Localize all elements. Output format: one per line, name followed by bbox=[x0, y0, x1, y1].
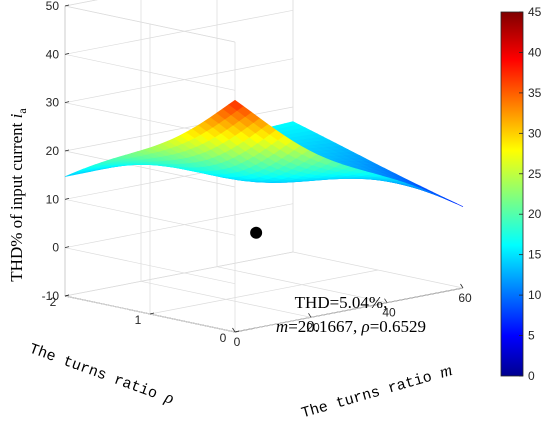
z-tick-mark bbox=[64, 101, 70, 104]
z-axis-label-text: THD% of input current bbox=[7, 118, 26, 281]
z-tick-label: 40 bbox=[46, 47, 60, 61]
colorbar-tick-label: 10 bbox=[528, 288, 542, 302]
z-tick-label: 30 bbox=[46, 96, 60, 110]
x-axis-label-var: m bbox=[437, 360, 454, 382]
grid-line-z bbox=[64, 9, 294, 55]
colorbar-tick-label: 5 bbox=[528, 329, 535, 343]
y-tick-mark bbox=[234, 330, 240, 333]
z-tick-mark bbox=[64, 149, 70, 152]
annotation-m-symbol: m bbox=[276, 317, 288, 336]
annotation-m-value: =20.1667, bbox=[288, 317, 361, 336]
z-tick-label: 20 bbox=[46, 144, 60, 158]
annotation-rho-value: =0.6529 bbox=[370, 317, 426, 336]
annotation-line-1: THD=5.04%, bbox=[295, 293, 388, 312]
grid-line-y bbox=[64, 251, 294, 297]
minimum-point-marker bbox=[250, 226, 263, 239]
grid-line-z bbox=[64, 203, 294, 249]
x-axis-label-text: The turns ratio bbox=[300, 366, 443, 422]
colorbar-tick-label: 25 bbox=[528, 167, 542, 181]
colorbar: 0 5 10 15 20 25 30 35 40 45 bbox=[500, 5, 542, 383]
x-tick-mark bbox=[384, 298, 388, 303]
x-tick-label: 0 bbox=[234, 335, 241, 349]
grid-line-z bbox=[64, 0, 98, 7]
x-tick-mark bbox=[308, 313, 312, 318]
colorbar-tick-label: 0 bbox=[528, 369, 535, 383]
y-axis-label: The turns ratio ρ bbox=[27, 338, 177, 409]
x-tick-label: 60 bbox=[458, 291, 472, 305]
x-tick-mark bbox=[460, 283, 464, 289]
z-axis-label: THD% of input current ia bbox=[7, 108, 29, 282]
grid-line-y bbox=[234, 287, 464, 333]
x-tick-mark bbox=[232, 327, 236, 333]
z-tick-label: -10 bbox=[42, 289, 60, 303]
colorbar-gradient bbox=[500, 11, 524, 377]
colorbar-tick-label: 15 bbox=[528, 248, 542, 262]
axis-ticks: -10 0 10 20 30 40 50 0 20 40 60 0 1 2 bbox=[42, 0, 472, 349]
colorbar-tick-label: 35 bbox=[528, 86, 542, 100]
y-tick-label: 0 bbox=[220, 331, 227, 345]
y-tick-label: 2 bbox=[50, 295, 57, 309]
surface-cell bbox=[228, 99, 244, 111]
y-tick-label: 1 bbox=[135, 313, 142, 327]
y-axis-label-text: The turns ratio bbox=[27, 341, 168, 406]
colorbar-tick-label: 20 bbox=[528, 207, 542, 221]
colorbar-tick-label: 40 bbox=[528, 45, 542, 59]
grid-line-y bbox=[149, 269, 379, 315]
annotation-line-2: m=20.1667, ρ=0.6529 bbox=[276, 317, 426, 336]
y-tick-mark bbox=[64, 294, 70, 297]
grid-line-z bbox=[64, 106, 294, 152]
y-tick-mark bbox=[149, 312, 155, 315]
x-tick-label: 20 bbox=[306, 320, 320, 334]
grid-line-z bbox=[64, 58, 294, 104]
x-axis-label: The turns ratio m bbox=[299, 360, 455, 422]
z-tick-label: 0 bbox=[52, 241, 59, 255]
z-tick-mark bbox=[64, 246, 70, 249]
z-axis-label-var: i bbox=[7, 113, 26, 118]
z-tick-mark bbox=[64, 52, 70, 55]
z-tick-label: 10 bbox=[46, 192, 60, 206]
x-tick-label: 40 bbox=[382, 306, 396, 320]
colorbar-tick-label: 30 bbox=[528, 126, 542, 140]
surface-plot bbox=[64, 99, 464, 207]
colorbar-tick-label: 45 bbox=[528, 5, 542, 19]
z-tick-mark bbox=[64, 4, 70, 7]
box-edge bbox=[64, 0, 98, 7]
z-tick-mark bbox=[64, 197, 70, 200]
z-tick-label: 50 bbox=[46, 0, 60, 13]
z-axis-label-sub: a bbox=[15, 108, 29, 114]
annotation-rho-symbol: ρ bbox=[361, 317, 370, 336]
